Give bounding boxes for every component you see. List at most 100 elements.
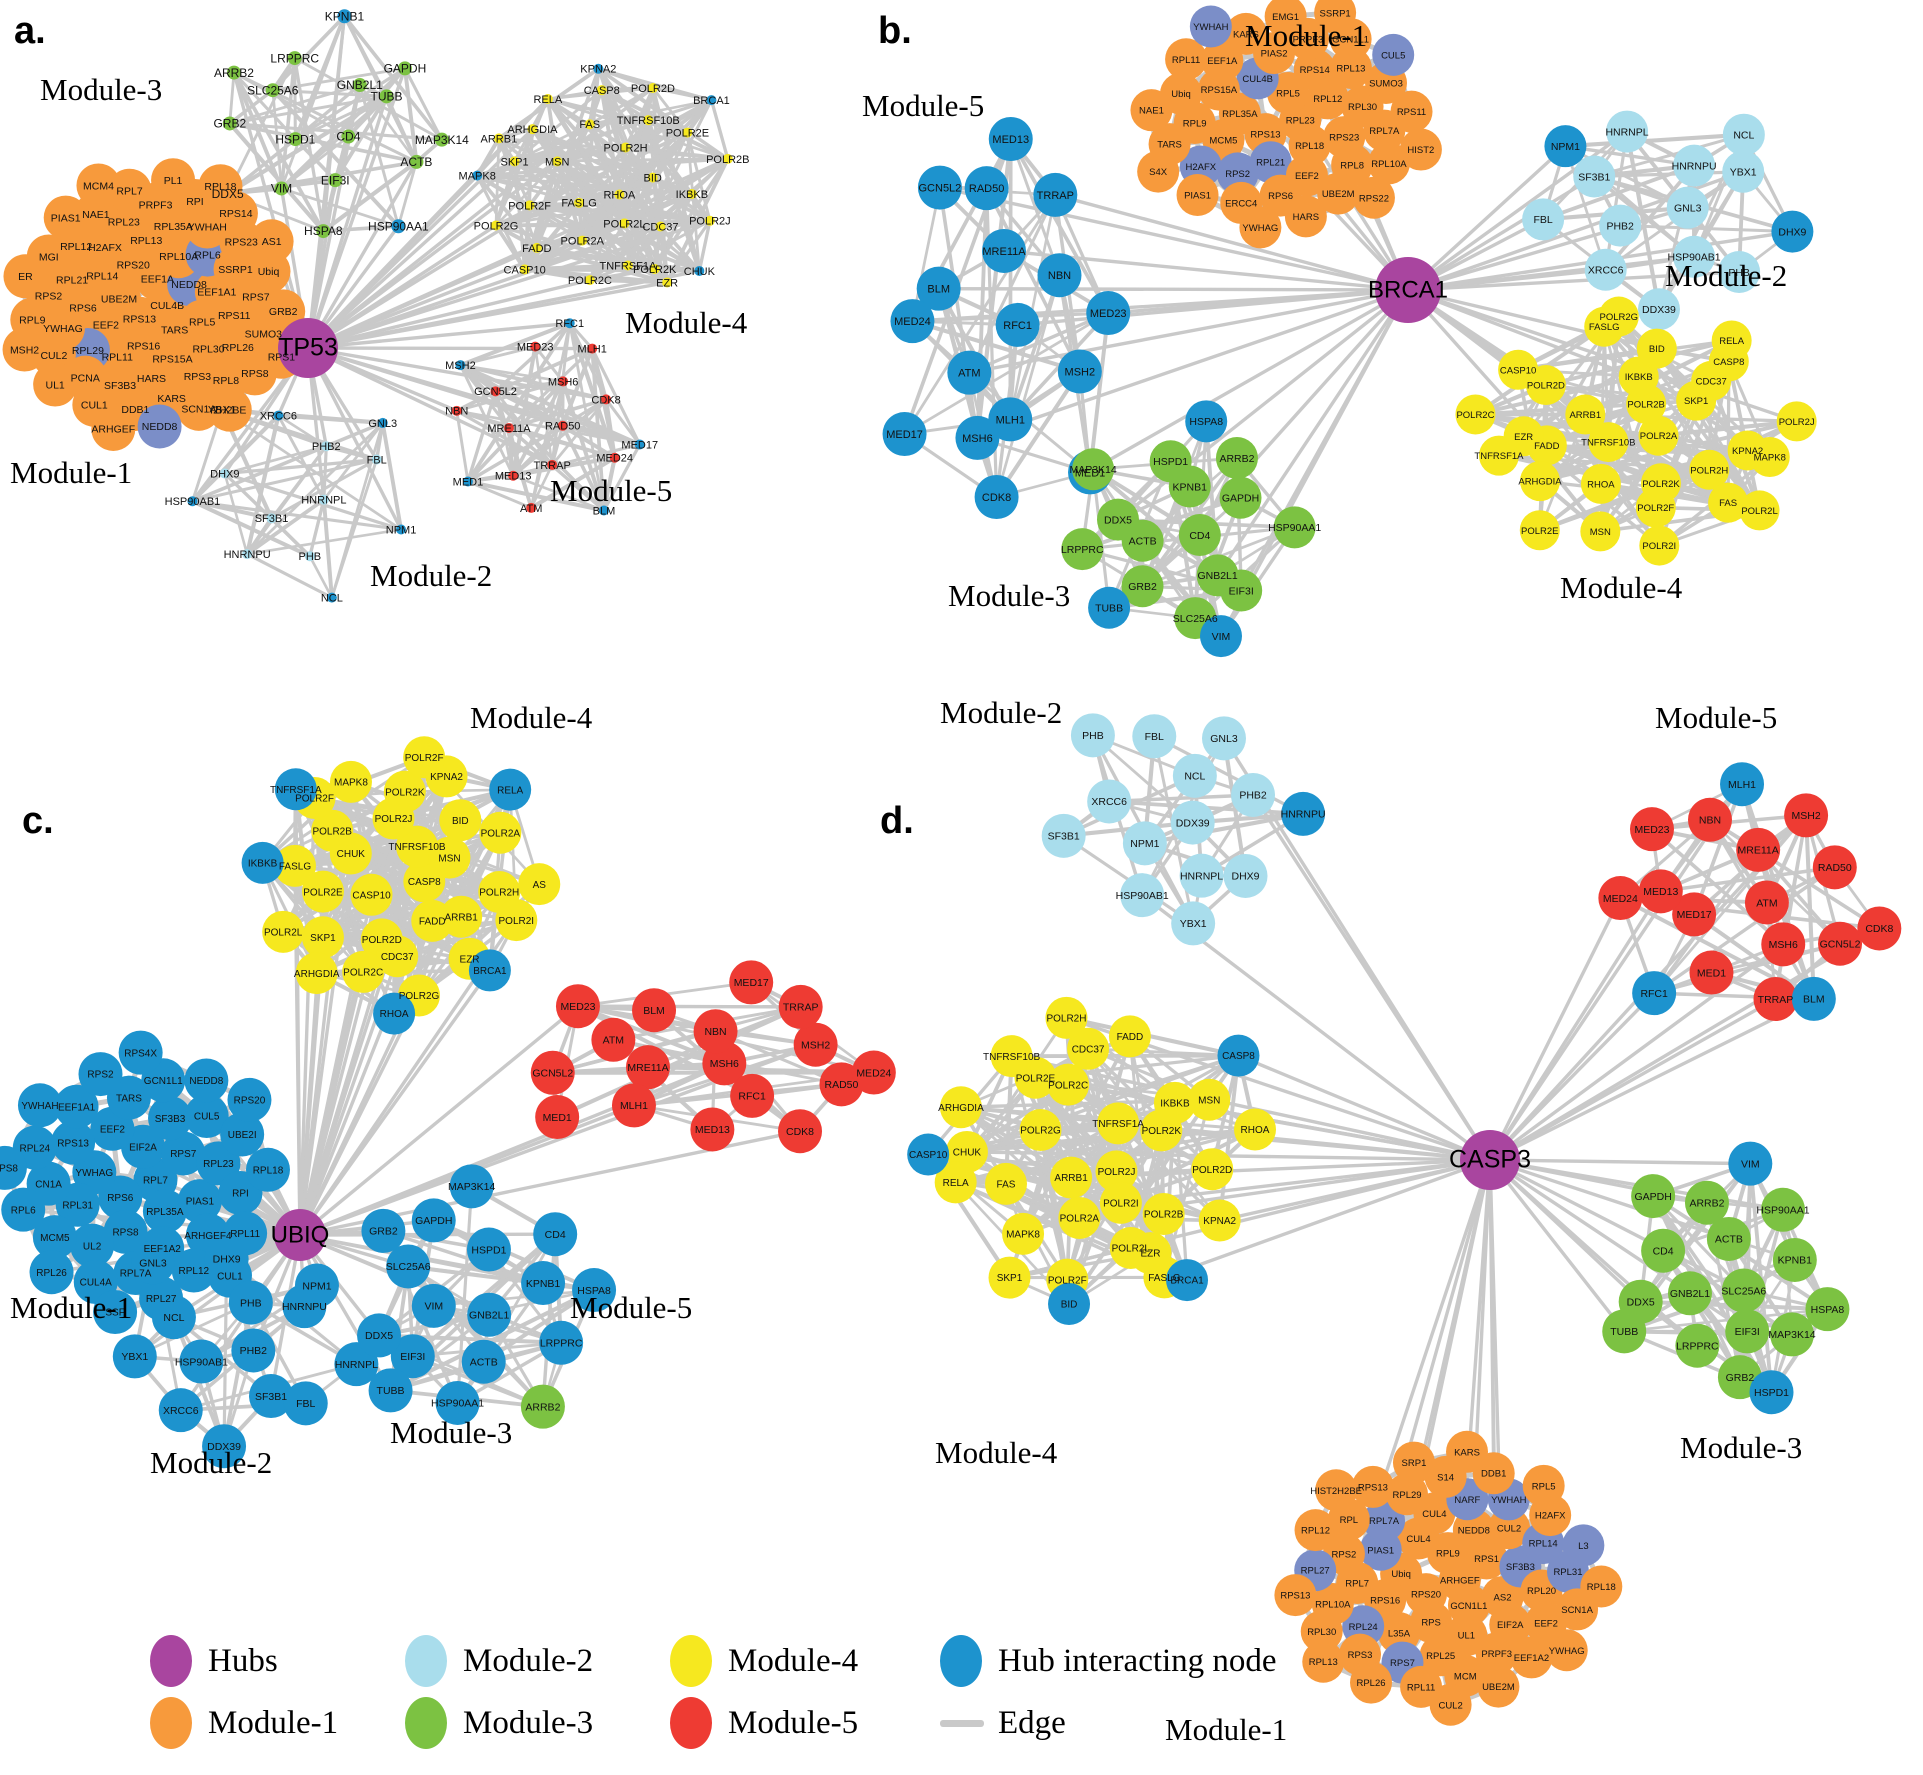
svg-text:GAPDH: GAPDH [1634,1191,1671,1203]
svg-text:MCM: MCM [1454,1671,1477,1682]
svg-text:POLR2K: POLR2K [1642,479,1680,490]
svg-text:RPL23: RPL23 [1286,116,1315,127]
svg-text:ARHGDIA: ARHGDIA [507,124,558,136]
svg-text:RELA: RELA [497,785,523,796]
svg-text:POLR2E: POLR2E [303,887,343,898]
svg-text:POLR2J: POLR2J [375,814,413,825]
svg-text:TARS: TARS [161,324,188,336]
svg-text:NPM1: NPM1 [1551,141,1580,153]
svg-text:BLM: BLM [1803,994,1825,1006]
svg-text:DDX39: DDX39 [207,1441,241,1453]
svg-text:ARHGEF: ARHGEF [91,424,135,436]
svg-text:GCN5L2: GCN5L2 [532,1068,573,1080]
svg-text:DDB1: DDB1 [1481,1469,1506,1480]
svg-text:RPL11: RPL11 [1172,55,1200,66]
svg-text:RPL5: RPL5 [1532,1481,1556,1492]
svg-text:PIAS1: PIAS1 [1184,190,1211,201]
svg-text:HARS: HARS [1293,212,1319,223]
svg-text:POLR2K: POLR2K [633,264,677,276]
svg-text:SLC25A6: SLC25A6 [386,1261,431,1273]
svg-text:PIAS1: PIAS1 [186,1197,215,1208]
svg-text:VIM: VIM [424,1301,443,1313]
svg-text:RPL5: RPL5 [1276,89,1300,100]
panel-letter-d: d. [880,800,914,842]
svg-text:2H2BE: 2H2BE [213,404,246,416]
svg-text:POLR2K: POLR2K [385,787,425,798]
svg-text:RHOA: RHOA [603,189,635,201]
legend-label: Hub interacting node [998,1642,1277,1679]
svg-text:CD4: CD4 [1653,1245,1674,1257]
svg-text:DHX9: DHX9 [1778,226,1806,238]
svg-text:MCM5: MCM5 [40,1233,70,1244]
svg-text:HSPD1: HSPD1 [1153,456,1188,468]
svg-text:POLR2J: POLR2J [1779,417,1815,428]
svg-text:SUMO3: SUMO3 [245,328,283,340]
svg-text:CASP8: CASP8 [1222,1051,1255,1062]
edge-swatch-icon [940,1719,984,1727]
module-label-b-5: Module-4 [1560,570,1683,605]
svg-text:RPL26: RPL26 [222,342,254,354]
svg-text:MED1: MED1 [543,1112,572,1124]
svg-text:RPS22: RPS22 [1359,193,1389,204]
svg-text:POLR2L: POLR2L [264,927,303,938]
module-4-swatch-icon [670,1635,712,1687]
svg-text:NEDD8: NEDD8 [189,1076,223,1087]
legend-item-module-2: Module-2 [405,1630,593,1692]
svg-text:DDX39: DDX39 [1176,817,1210,829]
module-label-d-3: Module-4 [935,1435,1058,1470]
svg-text:BRCA1: BRCA1 [1368,276,1448,303]
legend: Hubs Module-1 Module-2 Module-3 Module-4… [150,1630,1277,1775]
svg-text:RPL7A: RPL7A [1369,1516,1400,1527]
svg-text:HSP90AA1: HSP90AA1 [1268,522,1321,534]
panel-letter-c: c. [22,800,54,842]
svg-text:UBE2M: UBE2M [1322,189,1355,200]
svg-text:TUBB: TUBB [1610,1326,1638,1338]
svg-text:RPL35A: RPL35A [146,1207,184,1218]
svg-text:RPL: RPL [1340,1515,1358,1526]
svg-text:TRRAP: TRRAP [534,460,571,472]
svg-text:RPS11: RPS11 [218,310,251,322]
svg-text:RPL12: RPL12 [179,1266,210,1277]
svg-text:PHB2: PHB2 [1239,790,1267,802]
svg-text:BRCA1: BRCA1 [1170,1276,1204,1287]
svg-text:MED23: MED23 [560,1001,595,1013]
svg-text:POLR2C: POLR2C [343,968,383,979]
svg-text:ATM: ATM [603,1035,624,1047]
svg-text:ARRB2: ARRB2 [1219,453,1254,465]
svg-text:RPL11: RPL11 [102,352,133,364]
svg-text:MAP3K14: MAP3K14 [1768,1329,1815,1341]
svg-text:L35A: L35A [1388,1629,1411,1640]
svg-text:TNFRSF1A: TNFRSF1A [270,785,322,796]
svg-text:MAPK8: MAPK8 [459,171,496,183]
svg-text:Ubiq: Ubiq [1391,1569,1411,1580]
svg-text:RPL13: RPL13 [130,235,162,247]
svg-text:CDC37: CDC37 [642,221,678,233]
svg-text:CD4: CD4 [545,1229,566,1241]
svg-text:RPL8: RPL8 [1340,160,1364,171]
svg-text:EEF1A: EEF1A [1207,56,1238,67]
svg-text:S4X: S4X [1149,167,1168,178]
svg-text:GNB2L1: GNB2L1 [1197,570,1237,582]
module-label-a-2: Module-1 [10,455,133,490]
svg-text:POLR2F: POLR2F [295,794,334,805]
svg-text:POLR2A: POLR2A [1060,1214,1100,1225]
svg-text:POLR2I: POLR2I [1642,541,1676,552]
svg-text:CASP8: CASP8 [1713,357,1744,368]
svg-text:RPS13: RPS13 [1358,1482,1388,1493]
svg-text:GAPDH: GAPDH [384,62,427,76]
svg-text:HSP90AB1: HSP90AB1 [175,1356,228,1368]
svg-text:RPL11: RPL11 [230,1229,260,1240]
svg-text:MED24: MED24 [856,1067,891,1079]
svg-text:POLR2F: POLR2F [1048,1275,1087,1286]
svg-text:PHB: PHB [299,551,322,563]
svg-text:HIST2: HIST2 [1407,145,1434,156]
svg-text:GRB2: GRB2 [1128,581,1157,593]
svg-text:H2AFX: H2AFX [1535,1511,1566,1522]
svg-text:RPS14: RPS14 [219,208,252,220]
svg-text:MSH2: MSH2 [1065,366,1096,378]
module-5-swatch-icon [670,1697,712,1749]
svg-text:CDK8: CDK8 [786,1126,814,1138]
svg-text:MSN: MSN [1198,1095,1220,1106]
legend-label: Module-4 [728,1642,859,1679]
svg-text:HIST2H2BE: HIST2H2BE [1310,1486,1362,1497]
